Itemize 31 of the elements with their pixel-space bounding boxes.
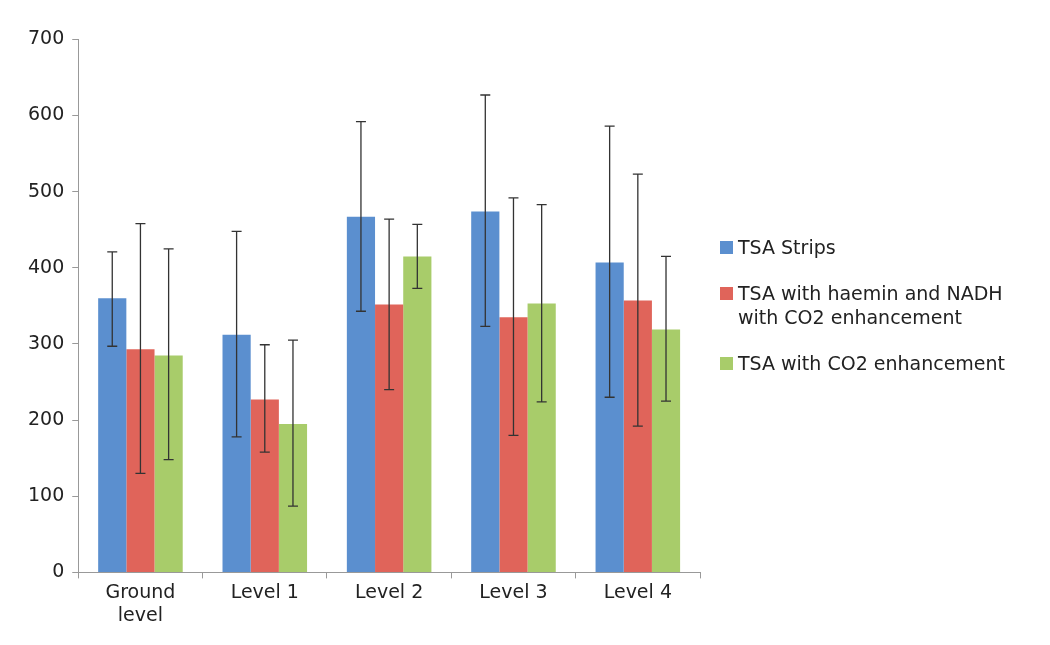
y-tick-label: 500: [28, 178, 65, 201]
legend-label: TSA with CO2 enhancement: [738, 351, 1006, 375]
y-tick-label: 600: [28, 102, 65, 125]
x-tick-label: Level 2: [354, 579, 424, 602]
bar: [499, 317, 528, 572]
y-tick-label: 200: [28, 407, 65, 430]
bar: [595, 262, 624, 572]
bar: [471, 211, 500, 572]
y-tick-label: 0: [52, 559, 65, 582]
bar: [126, 349, 155, 572]
legend-label: TSA with haemin and NADH with CO2 enhancement: [738, 281, 1004, 329]
x-tick-label: Ground level: [105, 579, 176, 625]
x-tick-label: Level 4: [603, 579, 672, 602]
bar: [623, 300, 652, 572]
x-tick-label: Level 1: [230, 579, 299, 602]
y-tick-label: 400: [28, 254, 65, 277]
y-tick-label: 300: [28, 330, 65, 353]
bar: [222, 334, 251, 572]
bar: [403, 256, 432, 572]
y-tick-label: 700: [28, 26, 65, 49]
bar: [154, 355, 183, 572]
y-tick-label: 100: [28, 483, 65, 506]
bar: [375, 304, 404, 572]
bar: [250, 399, 279, 572]
bar: [527, 303, 556, 572]
legend-label: TSA Strips: [738, 235, 836, 259]
bar: [98, 298, 127, 572]
x-tick-label: Level 3: [479, 579, 548, 602]
bar: [346, 216, 376, 572]
bar: [278, 423, 308, 572]
bar: [651, 329, 681, 572]
